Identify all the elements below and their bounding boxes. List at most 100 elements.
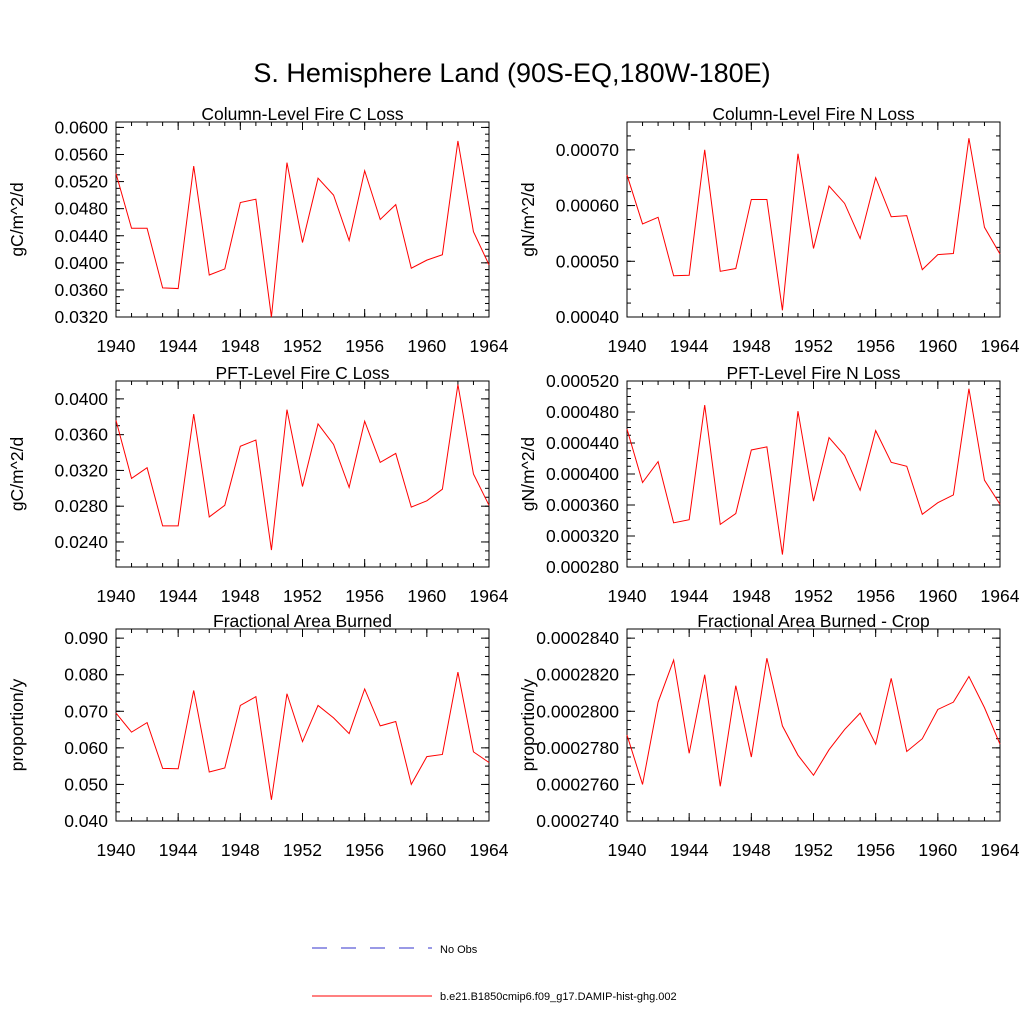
y-tick-label: 0.0280 xyxy=(54,496,108,516)
x-tick-label: 1956 xyxy=(856,336,895,356)
y-tick-label: 0.070 xyxy=(64,701,108,721)
y-tick-label: 0.00070 xyxy=(556,140,620,160)
x-tick-label: 1952 xyxy=(283,336,322,356)
series-line xyxy=(626,138,1001,311)
x-tick-label: 1960 xyxy=(918,586,957,606)
x-tick-label: 1952 xyxy=(794,586,833,606)
y-tick-label: 0.0440 xyxy=(54,226,108,246)
y-tick-label: 0.0360 xyxy=(54,280,108,300)
series-line xyxy=(115,140,490,318)
x-tick-label: 1956 xyxy=(345,336,384,356)
y-tick-label: 0.0002740 xyxy=(536,811,619,831)
y-axis-label: gN/m^2/d xyxy=(518,437,538,511)
x-tick-label: 1944 xyxy=(159,336,198,356)
x-tick-label: 1948 xyxy=(732,840,771,860)
chart-panel: PFT-Level Fire N Loss gN/m^2/d 0.000280 0.0… xyxy=(518,363,1020,606)
y-tick-label: 0.000400 xyxy=(546,464,619,484)
y-tick-label: 0.000360 xyxy=(546,495,619,515)
x-tick-label: 1940 xyxy=(608,586,647,606)
y-tick-label: 0.000280 xyxy=(546,557,619,577)
plot-frame xyxy=(115,628,490,822)
y-tick-label: 0.000480 xyxy=(546,402,619,422)
y-axis-label: proportion/y xyxy=(518,679,538,772)
y-tick-label: 0.0002760 xyxy=(536,774,619,794)
x-tick-label: 1960 xyxy=(918,336,957,356)
y-tick-label: 0.060 xyxy=(64,738,108,758)
x-tick-label: 1960 xyxy=(407,586,446,606)
y-tick-label: 0.0400 xyxy=(54,253,108,273)
x-tick-label: 1948 xyxy=(732,336,771,356)
panel-title: PFT-Level Fire C Loss xyxy=(215,363,389,383)
y-tick-label: 0.090 xyxy=(64,628,108,648)
x-tick-label: 1956 xyxy=(345,840,384,860)
x-tick-label: 1952 xyxy=(283,840,322,860)
y-tick-label: 0.0400 xyxy=(54,389,108,409)
panel-title: Column-Level Fire N Loss xyxy=(712,104,915,124)
chart-panel: PFT-Level Fire C Loss gC/m^2/d 0.0240 0.028… xyxy=(7,363,509,606)
x-tick-label: 1960 xyxy=(918,840,957,860)
y-tick-label: 0.0002800 xyxy=(536,701,619,721)
x-tick-label: 1940 xyxy=(608,336,647,356)
y-tick-label: 0.000520 xyxy=(546,371,619,391)
x-tick-label: 1940 xyxy=(97,336,136,356)
x-tick-label: 1948 xyxy=(221,586,260,606)
y-tick-label: 0.080 xyxy=(64,665,108,685)
plot-frame xyxy=(626,380,1001,568)
y-tick-label: 0.0240 xyxy=(54,532,108,552)
y-tick-label: 0.0480 xyxy=(54,199,108,219)
y-tick-label: 0.00040 xyxy=(556,307,620,327)
panel-title: Column-Level Fire C Loss xyxy=(201,104,404,124)
series-line xyxy=(115,384,490,551)
x-tick-label: 1944 xyxy=(159,586,198,606)
y-tick-label: 0.0002840 xyxy=(536,628,619,648)
plot-frame xyxy=(115,121,490,318)
x-tick-label: 1944 xyxy=(670,336,709,356)
chart-panel: Column-Level Fire C Loss gC/m^2/d 0.0320 0.… xyxy=(7,104,509,356)
y-tick-label: 0.0600 xyxy=(54,117,108,137)
y-tick-label: 0.0002820 xyxy=(536,665,619,685)
x-tick-label: 1940 xyxy=(608,840,647,860)
x-tick-label: 1964 xyxy=(470,840,509,860)
x-tick-label: 1964 xyxy=(981,840,1020,860)
panel-title: Fractional Area Burned - Crop xyxy=(697,611,929,631)
x-tick-label: 1964 xyxy=(470,336,509,356)
x-tick-label: 1940 xyxy=(97,586,136,606)
y-tick-label: 0.050 xyxy=(64,774,108,794)
x-tick-label: 1944 xyxy=(670,840,709,860)
x-tick-label: 1944 xyxy=(670,586,709,606)
plot-frame xyxy=(626,121,1001,318)
x-tick-label: 1964 xyxy=(470,586,509,606)
y-tick-label: 0.0320 xyxy=(54,307,108,327)
x-tick-label: 1964 xyxy=(981,336,1020,356)
x-tick-label: 1960 xyxy=(407,336,446,356)
chart-panel: Fractional Area Burned proportion/y 0.040 0… xyxy=(7,611,509,860)
x-tick-label: 1948 xyxy=(732,586,771,606)
y-tick-label: 0.0560 xyxy=(54,145,108,165)
chart-panels: Column-Level Fire C Loss gC/m^2/d 0.0320 0.… xyxy=(7,104,1020,860)
figure-title: S. Hemisphere Land (90S-EQ,180W-180E) xyxy=(253,58,770,88)
x-tick-label: 1952 xyxy=(794,336,833,356)
x-tick-label: 1956 xyxy=(345,586,384,606)
y-axis-label: proportion/y xyxy=(7,679,27,772)
y-tick-label: 0.00060 xyxy=(556,196,620,216)
y-tick-label: 0.040 xyxy=(64,811,108,831)
panel-title: Fractional Area Burned xyxy=(213,611,392,631)
x-tick-label: 1952 xyxy=(283,586,322,606)
chart-panel: Column-Level Fire N Loss gN/m^2/d 0.00040 0… xyxy=(518,104,1020,356)
y-tick-label: 0.0002780 xyxy=(536,738,619,758)
x-tick-label: 1952 xyxy=(794,840,833,860)
legend-model-label: b.e21.B1850cmip6.f09_g17.DAMIP-hist-ghg.… xyxy=(440,991,677,1003)
chart-panel: Fractional Area Burned - Crop proportion/… xyxy=(518,611,1020,860)
y-tick-label: 0.000320 xyxy=(546,526,619,546)
panel-title: PFT-Level Fire N Loss xyxy=(726,363,900,383)
series-line xyxy=(115,672,490,800)
y-tick-label: 0.0360 xyxy=(54,425,108,445)
x-tick-label: 1960 xyxy=(407,840,446,860)
series-line xyxy=(626,658,1001,787)
y-axis-label: gC/m^2/d xyxy=(7,182,27,256)
x-tick-label: 1948 xyxy=(221,840,260,860)
plot-frame xyxy=(115,380,490,568)
x-tick-label: 1956 xyxy=(856,586,895,606)
y-tick-label: 0.000440 xyxy=(546,433,619,453)
